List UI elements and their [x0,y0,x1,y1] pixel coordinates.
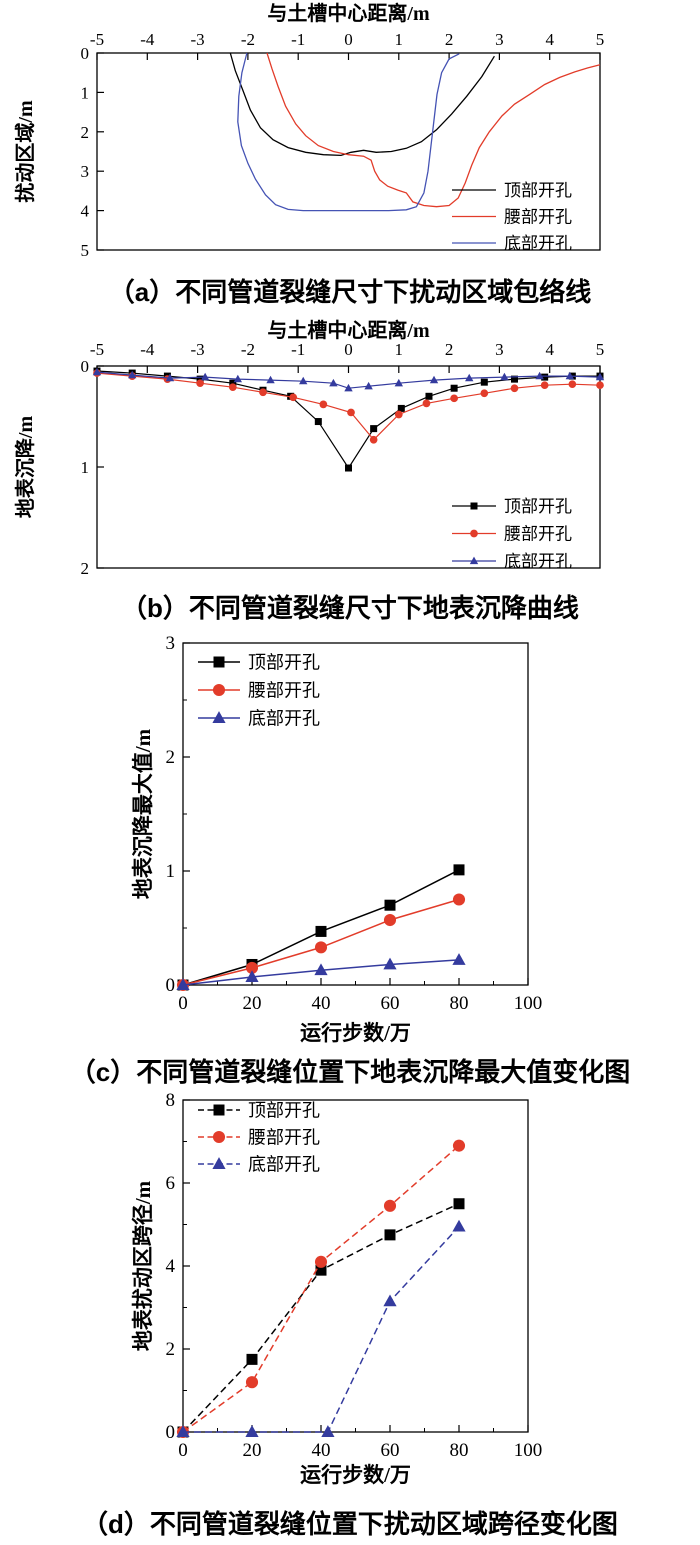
svg-text:1: 1 [81,83,90,102]
svg-text:3: 3 [81,162,90,181]
svg-text:顶部开孔: 顶部开孔 [248,1100,320,1120]
svg-text:1: 1 [81,458,90,477]
svg-text:2: 2 [81,559,90,578]
svg-text:6: 6 [166,1173,176,1194]
svg-text:顶部开孔: 顶部开孔 [248,652,320,672]
svg-text:底部开孔: 底部开孔 [504,234,572,253]
svg-text:5: 5 [596,30,605,49]
svg-text:3: 3 [495,340,504,359]
svg-text:0: 0 [166,975,176,996]
svg-text:4: 4 [545,340,554,359]
svg-text:2: 2 [445,340,454,359]
svg-text:腰部开孔: 腰部开孔 [504,524,572,543]
figure-panel-d: 0 20 40 60 80 100 0 2 4 6 8 运行步数/万 地表扰动区跨径/m 顶部开孔腰部开孔… [0,1092,700,1545]
svg-text:0: 0 [81,357,90,376]
svg-text:20: 20 [243,993,262,1014]
svg-text:20: 20 [243,1440,262,1461]
svg-text:-1: -1 [291,30,305,49]
svg-text:扰动区域/m: 扰动区域/m [13,100,37,203]
chart-b: -5 -4 -3 -2 -1 0 1 2 3 4 5 0 1 2 与土槽中心距离/m 地表沉降/m 顶部开孔腰部… [13,318,605,578]
svg-text:0: 0 [178,1440,188,1461]
svg-text:40: 40 [312,993,331,1014]
chart-c: 0 20 40 60 80 100 0 1 2 3 运行步数/万 地表沉降最大值/m 顶部开孔腰部开孔底… [131,633,543,1045]
svg-text:底部开孔: 底部开孔 [504,552,572,571]
svg-text:底部开孔: 底部开孔 [248,708,320,728]
svg-text:-4: -4 [140,30,155,49]
svg-text:与土槽中心距离/m: 与土槽中心距离/m [267,1,430,25]
svg-text:地表扰动区跨径/m: 地表扰动区跨径/m [131,1180,155,1351]
svg-text:腰部开孔: 腰部开孔 [248,680,320,700]
svg-text:2: 2 [166,1339,176,1360]
svg-text:-2: -2 [241,340,255,359]
caption-c: （c）不同管道裂缝位置下地表沉降最大值变化图 [69,1056,631,1087]
svg-text:1: 1 [395,30,404,49]
svg-text:60: 60 [381,993,400,1014]
svg-text:-5: -5 [90,340,104,359]
svg-text:100: 100 [514,993,543,1014]
svg-text:4: 4 [81,202,90,221]
svg-text:1: 1 [395,340,404,359]
svg-text:1: 1 [166,861,176,882]
svg-text:腰部开孔: 腰部开孔 [504,207,572,226]
svg-text:-3: -3 [191,30,205,49]
svg-text:与土槽中心距离/m: 与土槽中心距离/m [267,318,430,342]
svg-text:3: 3 [495,30,504,49]
svg-text:-2: -2 [241,30,255,49]
svg-text:底部开孔: 底部开孔 [248,1154,320,1174]
svg-text:0: 0 [166,1422,176,1443]
svg-text:3: 3 [166,633,176,654]
svg-text:2: 2 [81,123,90,142]
svg-text:2: 2 [445,30,454,49]
svg-text:4: 4 [545,30,554,49]
chart-a: -5 -4 -3 -2 -1 0 1 2 3 4 5 0 1 2 3 4 5 与土槽中心距离/m 扰动区域/m 顶部开… [13,1,605,260]
svg-text:5: 5 [596,340,605,359]
svg-text:0: 0 [344,30,353,49]
caption-a: （a）不同管道裂缝尺寸下扰动区域包络线 [108,276,592,307]
chart-d: 0 20 40 60 80 100 0 2 4 6 8 运行步数/万 地表扰动区跨径/m 顶部开孔腰部开孔… [131,1092,543,1487]
figure-panel-c: 0 20 40 60 80 100 0 1 2 3 运行步数/万 地表沉降最大值/m 顶部开孔腰部开孔底… [0,628,700,1092]
svg-text:100: 100 [514,1440,543,1461]
svg-text:8: 8 [166,1092,176,1111]
figure-panel-b: -5 -4 -3 -2 -1 0 1 2 3 4 5 0 1 2 与土槽中心距离/m 地表沉降/m 顶部开孔腰部… [0,312,700,628]
caption-b: （b）不同管道裂缝尺寸下地表沉降曲线 [121,592,579,623]
svg-text:0: 0 [344,340,353,359]
svg-text:5: 5 [81,241,90,260]
svg-text:0: 0 [81,44,90,63]
svg-text:-3: -3 [191,340,205,359]
svg-text:顶部开孔: 顶部开孔 [504,497,572,516]
svg-text:40: 40 [312,1440,331,1461]
svg-text:80: 80 [450,1440,469,1461]
svg-text:运行步数/万: 运行步数/万 [300,1463,411,1487]
svg-text:顶部开孔: 顶部开孔 [504,181,572,200]
svg-text:2: 2 [166,747,176,768]
caption-d: （d）不同管道裂缝位置下扰动区域跨径变化图 [82,1509,618,1539]
svg-text:80: 80 [450,993,469,1014]
svg-text:地表沉降/m: 地表沉降/m [13,416,37,519]
figure-panel-a: -5 -4 -3 -2 -1 0 1 2 3 4 5 0 1 2 3 4 5 与土槽中心距离/m 扰动区域/m 顶部开… [0,0,700,312]
svg-text:0: 0 [178,993,188,1014]
svg-text:-4: -4 [140,340,155,359]
svg-text:地表沉降最大值/m: 地表沉降最大值/m [131,728,155,899]
svg-text:-1: -1 [291,340,305,359]
svg-text:60: 60 [381,1440,400,1461]
svg-text:-5: -5 [90,30,104,49]
svg-text:运行步数/万: 运行步数/万 [300,1021,411,1045]
svg-text:4: 4 [166,1256,176,1277]
svg-text:腰部开孔: 腰部开孔 [248,1127,320,1147]
